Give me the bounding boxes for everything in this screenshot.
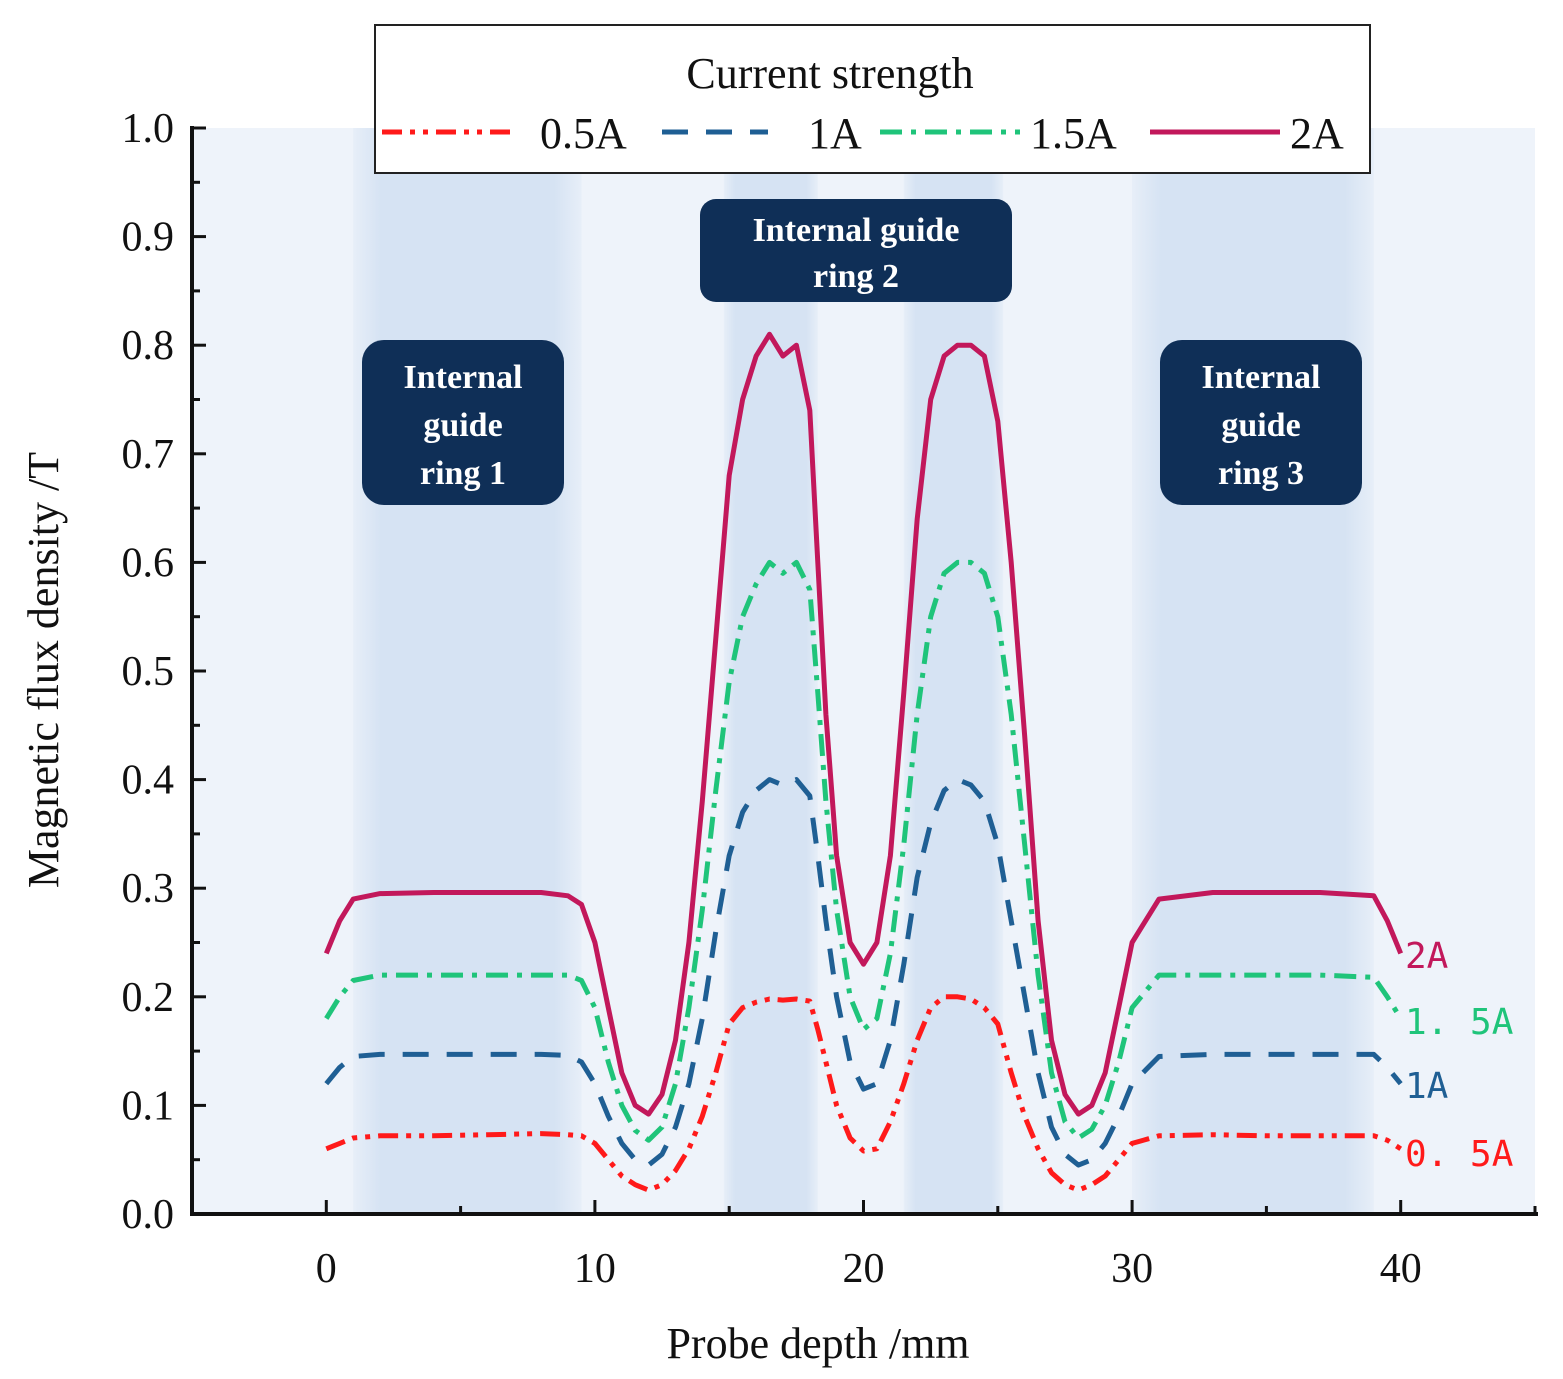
annotation-line: Internal guide — [753, 212, 960, 249]
y-tick-label: 0.5 — [122, 649, 175, 695]
annotation-line: ring 3 — [1218, 455, 1304, 492]
series-group: 0. 5A 1A 1. 5A 2A — [323, 331, 1514, 1193]
y-tick-label: 0.7 — [122, 432, 175, 478]
annotation-box — [700, 199, 1012, 302]
series-line-1A — [324, 777, 1403, 1168]
annotation-ring-1: Internal guide ring 1 — [362, 340, 564, 505]
shaded-bands — [353, 128, 1374, 1214]
x-axis-title: Probe depth /mm — [666, 1319, 969, 1368]
end-label-1A: 1A — [1405, 1066, 1449, 1107]
band-ring-3 — [1132, 128, 1374, 1214]
band-ring-1 — [353, 128, 582, 1214]
annotation-line: guide — [1221, 407, 1300, 444]
annotation-line: ring 1 — [420, 455, 506, 492]
legend-label-1.5A: 1.5A — [1030, 109, 1117, 158]
y-tick-label: 0.6 — [122, 540, 175, 586]
series-line-2A — [323, 331, 1404, 1117]
y-tick-label: 0.8 — [122, 323, 175, 369]
x-tick-label: 20 — [843, 1246, 885, 1292]
x-tick-label: 0 — [316, 1246, 337, 1292]
y-tick-label: 0.2 — [122, 975, 175, 1021]
annotation-box — [362, 340, 564, 505]
series-line-1.5A — [324, 559, 1403, 1143]
y-tick-label: 0.1 — [122, 1083, 175, 1129]
annotation-line: guide — [423, 407, 502, 444]
y-tick-label: 0.3 — [122, 866, 175, 912]
legend-label-2A: 2A — [1290, 109, 1344, 158]
legend-label-0.5A: 0.5A — [540, 109, 627, 158]
y-tick-label: 0.9 — [122, 215, 175, 261]
annotation-line: Internal — [404, 359, 523, 396]
legend-title: Current strength — [686, 49, 973, 98]
legend-box — [374, 24, 1371, 174]
ticks: 0.0 0.1 0.2 0.3 0.4 0.5 0.6 0.7 0.8 0.9 1.0 0 10 20 30… — [122, 106, 1537, 1292]
annotation-ring-2: Internal guide ring 2 — [700, 199, 1012, 302]
series-line-0.5A — [325, 994, 1403, 1193]
x-tick-label: 40 — [1380, 1246, 1422, 1292]
annotation-line: ring 2 — [813, 258, 899, 295]
legend: Current strength 0.5A 1A 1.5A 2A — [374, 24, 1371, 174]
annotation-line: Internal — [1202, 359, 1321, 396]
end-label-1.5A: 1. 5A — [1405, 1002, 1514, 1043]
y-tick-label: 0.0 — [122, 1192, 175, 1238]
band-ring-2a — [723, 128, 818, 1214]
x-tick-label: 10 — [574, 1246, 616, 1292]
annotation-box — [1160, 340, 1362, 505]
y-tick-label: 1.0 — [122, 106, 175, 152]
y-tick-label: 0.4 — [122, 758, 175, 804]
y-axis-title: Magnetic flux density /T — [19, 452, 68, 888]
x-tick-label: 30 — [1111, 1246, 1153, 1292]
end-label-0.5A: 0. 5A — [1405, 1134, 1514, 1175]
legend-label-1A: 1A — [808, 109, 862, 158]
annotation-ring-3: Internal guide ring 3 — [1160, 340, 1362, 505]
end-label-2A: 2A — [1405, 936, 1449, 977]
